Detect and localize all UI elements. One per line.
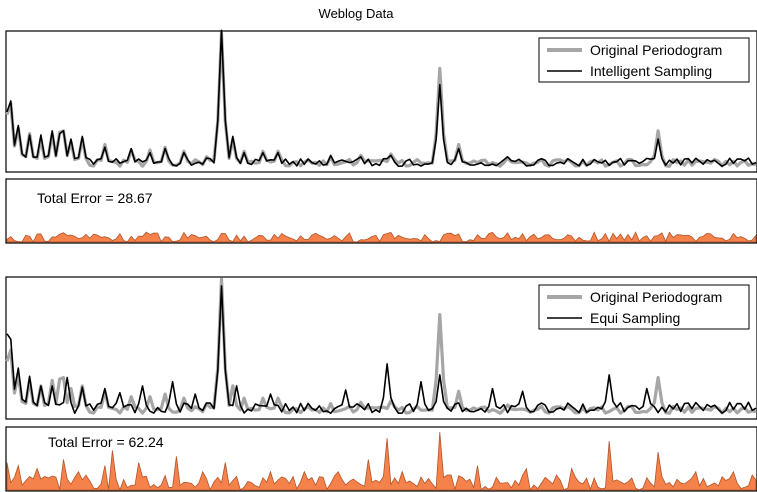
panel-intelligent-sampling: Original Periodogram Intelligent Samplin…: [5, 29, 757, 173]
total-error-label: Total Error = 62.24: [48, 434, 164, 450]
panel-error-intelligent: Total Error = 28.67: [5, 178, 757, 244]
legend-box: [538, 37, 750, 83]
series-line-approx: [6, 285, 757, 415]
legend: Original Periodogram Equi Sampling: [538, 284, 750, 330]
chart-title: Weblog Data: [319, 6, 395, 21]
error-area: [6, 432, 757, 491]
error-area: [6, 231, 757, 243]
legend: Original Periodogram Intelligent Samplin…: [538, 37, 750, 83]
panel-frame: [5, 178, 757, 244]
panel-equi-sampling: Original Periodogram Equi Sampling: [5, 276, 757, 420]
legend-label-approx: Intelligent Sampling: [590, 63, 712, 79]
legend-box: [538, 284, 750, 330]
legend-label-approx: Equi Sampling: [590, 310, 680, 326]
total-error-label: Total Error = 28.67: [37, 190, 153, 206]
series-line-approx: [6, 29, 757, 167]
panel-error-equi: Total Error = 62.24: [5, 426, 757, 492]
legend-label-original: Original Periodogram: [590, 42, 722, 58]
legend-label-original: Original Periodogram: [590, 289, 722, 305]
